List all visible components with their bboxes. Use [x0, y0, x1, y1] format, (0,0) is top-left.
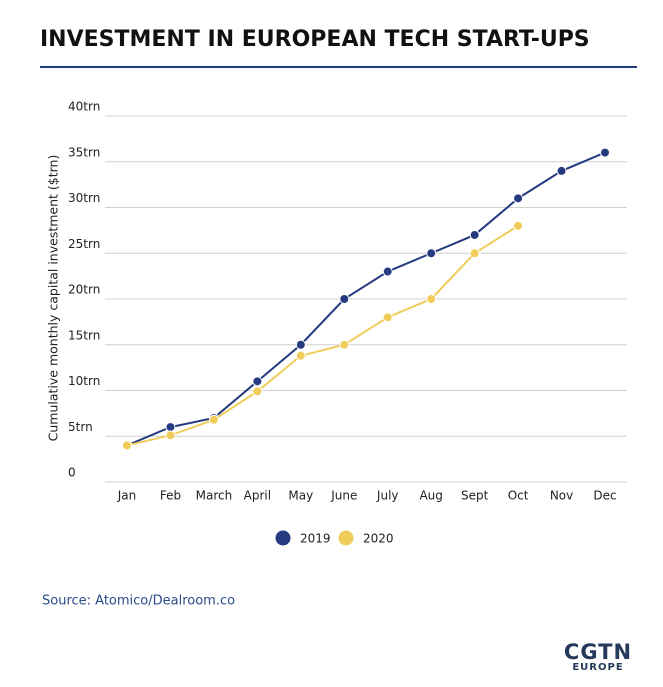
x-tick-label: May: [288, 489, 313, 503]
y-tick-label: 40trn: [68, 100, 100, 114]
y-axis-label: Cumulative monthly capital investment ($…: [46, 155, 61, 442]
y-tick-label: 0: [68, 466, 76, 480]
x-tick-label: Dec: [593, 489, 616, 503]
series-line: [126, 224, 519, 447]
x-tick-label: June: [330, 489, 357, 503]
data-point: [208, 414, 219, 425]
data-point: [469, 229, 480, 240]
data-point: [426, 294, 437, 304]
y-tick-label: 35trn: [68, 145, 100, 159]
data-point: [382, 266, 393, 277]
x-tick-label: Feb: [160, 489, 181, 503]
x-tick-label: March: [196, 489, 233, 503]
data-point: [513, 220, 524, 231]
x-tick-label: Aug: [419, 489, 442, 503]
data-point: [600, 147, 610, 158]
x-tick-label: Sept: [461, 489, 489, 503]
data-point: [295, 339, 306, 350]
y-tick-label: 10trn: [68, 374, 100, 388]
x-tick-label: April: [244, 489, 271, 503]
data-point: [252, 376, 263, 387]
y-tick-label: 15trn: [68, 328, 100, 342]
legend-marker: [275, 530, 291, 546]
source: Source: Atomico/Dealroom.co: [42, 594, 235, 609]
series-line: [126, 151, 606, 447]
data-point: [252, 386, 263, 397]
data-point: [513, 193, 524, 204]
data-point: [556, 165, 567, 176]
x-tick-label: Jan: [117, 489, 137, 503]
logo-sub: EUROPE: [572, 662, 623, 673]
data-point: [382, 312, 393, 323]
data-point: [426, 248, 437, 259]
legend-label: 2020: [363, 532, 394, 546]
y-tick-label: 20trn: [68, 283, 100, 297]
chart-title: INVESTMENT IN EUROPEAN TECH START-UPS: [40, 27, 590, 52]
legend-label: 2019: [300, 532, 331, 546]
data-point: [339, 339, 350, 350]
data-point: [469, 248, 480, 259]
data-point: [339, 294, 350, 304]
y-tick-label: 25trn: [68, 237, 100, 251]
logo: CGTN: [564, 640, 632, 664]
x-tick-label: July: [376, 489, 399, 503]
data-point: [165, 422, 176, 433]
legend-marker: [338, 530, 354, 546]
y-tick-label: 5trn: [68, 420, 93, 434]
x-tick-label: Oct: [508, 489, 529, 503]
y-tick-label: 30trn: [68, 191, 100, 205]
data-point: [122, 440, 132, 451]
x-tick-label: Nov: [550, 489, 573, 503]
data-point: [295, 350, 306, 361]
data-point: [165, 430, 176, 441]
